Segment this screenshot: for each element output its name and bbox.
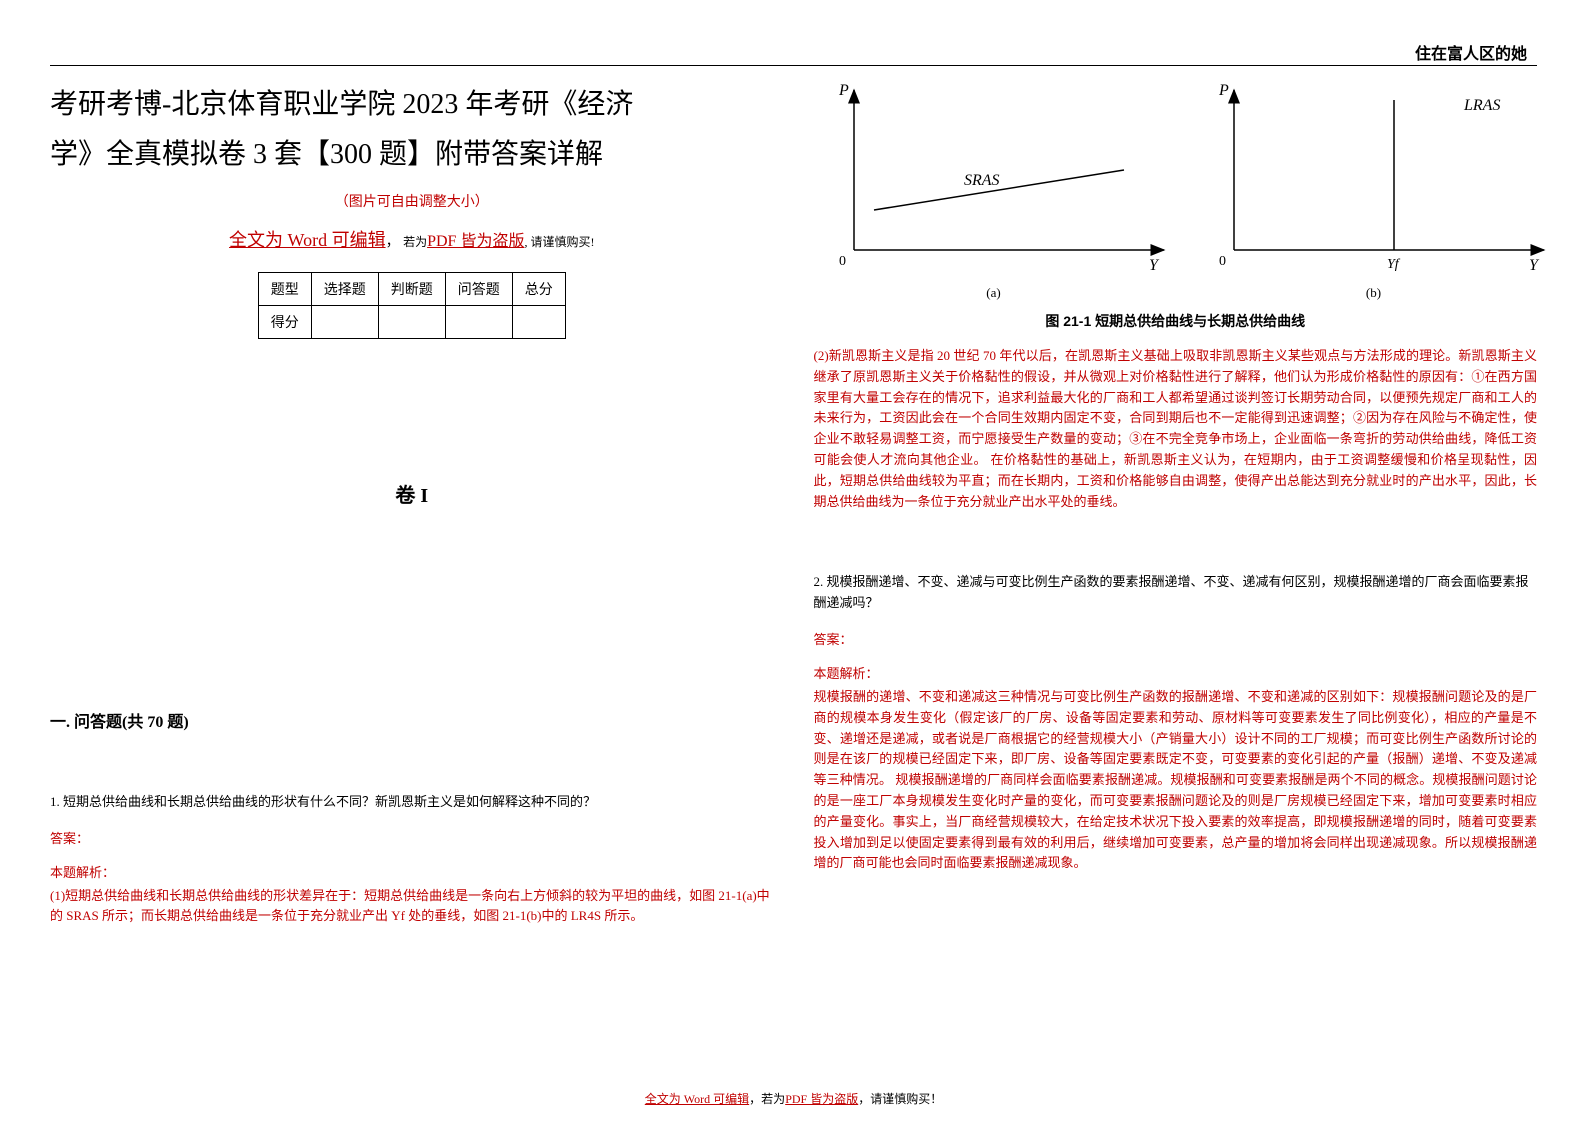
header-cell: 选择题 [311, 272, 378, 305]
x-axis-label: Y [1529, 257, 1540, 274]
pdf-piracy-text: PDF 皆为盗版 [427, 233, 524, 250]
analysis-text-2: 规模报酬的递增、不变和递减这三种情况与可变比例生产函数的报酬递增、不变和递减的区… [814, 687, 1538, 874]
y-axis-label: P [838, 82, 849, 99]
question-2-block: 2. 规模报酬递增、不变、递减与可变比例生产函数的要素报酬递增、不变、递减有何区… [814, 572, 1538, 874]
sras-label: SRAS [964, 172, 1000, 189]
figure-21-1: P Y 0 SRAS (a) P [814, 80, 1538, 301]
empty-cell [512, 305, 565, 338]
edit-notice: 全文为 Word 可编辑， 若为PDF 皆为盗版, 请谨慎购买! [50, 226, 774, 252]
figure-panel-b: P Y 0 LRAS Yf (b) [1194, 80, 1554, 301]
header-divider [50, 65, 1537, 66]
figure-caption: 图 21-1 短期总供给曲线与长期总供给曲线 [814, 311, 1538, 331]
word-editable-text: 全文为 Word 可编辑 [229, 230, 386, 250]
header-cell: 问答题 [445, 272, 512, 305]
main-title: 考研考博-北京体育职业学院 2023 年考研《经济 学》全真模拟卷 3 套【30… [50, 80, 774, 181]
explanation-2-text: (2)新凯恩斯主义是指 20 世纪 70 年代以后，在凯恩斯主义基础上吸取非凯恩… [814, 346, 1538, 512]
origin-label: 0 [1219, 254, 1226, 269]
footer-rest: ，请谨慎购买！ [858, 1092, 942, 1106]
title-line-1: 考研考博-北京体育职业学院 2023 年考研《经济 [50, 89, 633, 120]
analysis-text-1: (1)短期总供给曲线和长期总供给曲线的形状差异在于：短期总供给曲线是一条向右上方… [50, 886, 774, 928]
caution-text: , 请谨慎购买! [524, 235, 594, 249]
table-row: 得分 [258, 305, 565, 338]
panel-b-label: (b) [1194, 285, 1554, 301]
left-column: 考研考博-北京体育职业学院 2023 年考研《经济 学》全真模拟卷 3 套【30… [50, 80, 774, 1072]
comma-1: ， [386, 235, 400, 250]
panel-a-label: (a) [814, 285, 1174, 301]
question-1-text: 1. 短期总供给曲线和长期总供给曲线的形状有什么不同？新凯恩斯主义是如何解释这种… [50, 792, 774, 813]
figure-panel-a: P Y 0 SRAS (a) [814, 80, 1174, 301]
footer: 全文为 Word 可编辑，若为PDF 皆为盗版，请谨慎购买！ [0, 1090, 1587, 1107]
analysis-label: 本题解析： [50, 862, 774, 881]
question-2-text: 2. 规模报酬递增、不变、递减与可变比例生产函数的要素报酬递增、不变、递减有何区… [814, 572, 1538, 614]
image-resize-note: （图片可自由调整大小） [50, 191, 774, 211]
yf-tick-label: Yf [1387, 257, 1401, 272]
score-table: 题型 选择题 判断题 问答题 总分 得分 [258, 272, 566, 339]
answer-label: 答案： [50, 828, 774, 847]
row-label-cell: 得分 [258, 305, 311, 338]
empty-cell [311, 305, 378, 338]
lras-chart-svg: P Y 0 LRAS Yf [1194, 80, 1554, 280]
empty-cell [378, 305, 445, 338]
origin-label: 0 [839, 254, 846, 269]
content-wrapper: 考研考博-北京体育职业学院 2023 年考研《经济 学》全真模拟卷 3 套【30… [50, 80, 1537, 1072]
lras-label: LRAS [1463, 97, 1500, 114]
right-column: P Y 0 SRAS (a) P [814, 80, 1538, 1072]
volume-title: 卷 I [50, 479, 774, 508]
footer-comma: ， [749, 1092, 761, 1106]
empty-cell [445, 305, 512, 338]
x-axis-label: Y [1149, 257, 1160, 274]
footer-word-link: 全文为 Word 可编辑 [645, 1092, 749, 1106]
question-1-block: 1. 短期总供给曲线和长期总供给曲线的形状有什么不同？新凯恩斯主义是如何解释这种… [50, 792, 774, 927]
answer-label-2: 答案： [814, 629, 1538, 648]
header-author: 住在富人区的她 [1415, 40, 1527, 64]
header-cell: 题型 [258, 272, 311, 305]
y-axis-label: P [1218, 82, 1229, 99]
header-cell: 判断题 [378, 272, 445, 305]
sras-chart-svg: P Y 0 SRAS [814, 80, 1174, 280]
analysis-label-2: 本题解析： [814, 663, 1538, 682]
section-title: 一. 问答题(共 70 题) [50, 708, 774, 732]
header-cell: 总分 [512, 272, 565, 305]
table-row: 题型 选择题 判断题 问答题 总分 [258, 272, 565, 305]
footer-pdf-link: PDF 皆为盗版 [785, 1092, 858, 1106]
title-line-2: 学》全真模拟卷 3 套【300 题】附带答案详解 [50, 139, 603, 170]
footer-middle: 若为 [761, 1092, 785, 1106]
middle-text: 若为 [403, 235, 427, 249]
